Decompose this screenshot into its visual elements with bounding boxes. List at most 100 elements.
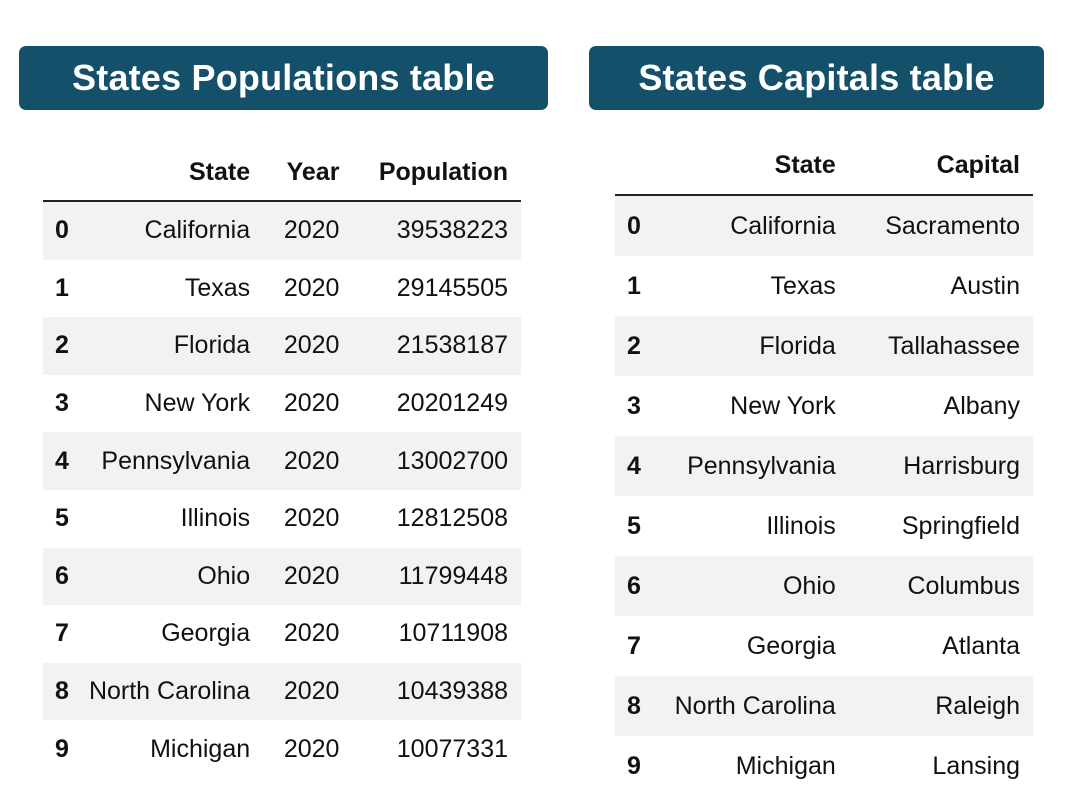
- row-index: 2: [55, 331, 69, 360]
- row-index: 9: [55, 734, 69, 763]
- cell-year: 2020: [283, 734, 340, 763]
- cell-state: Illinois: [766, 511, 836, 540]
- cell-state: Illinois: [180, 504, 251, 533]
- cell-capital: Sacramento: [885, 211, 1020, 240]
- cell-year: 2020: [283, 446, 340, 475]
- table-row: 0 California 2020 39538223: [43, 201, 521, 260]
- cell-population: 13002700: [396, 446, 508, 475]
- cell-year: 2020: [283, 504, 340, 533]
- header-index: [615, 136, 645, 196]
- header-capital: Capital: [861, 136, 1033, 196]
- cell-state: Pennsylvania: [687, 451, 836, 480]
- table-row: 2 Florida 2020 21538187: [43, 317, 521, 375]
- table-row: 0 California Sacramento: [615, 195, 1033, 256]
- cell-capital: Raleigh: [935, 691, 1020, 720]
- row-index: 7: [55, 619, 69, 648]
- row-index: 4: [627, 451, 641, 480]
- table-row: 4 Pennsylvania Harrisburg: [615, 436, 1033, 496]
- header-index: [43, 145, 72, 202]
- row-index: 5: [55, 504, 69, 533]
- cell-year: 2020: [283, 273, 340, 302]
- capitals-table-body: 0 California Sacramento 1 Texas Austin 2 Florid…: [615, 195, 1033, 796]
- row-index: 7: [627, 631, 641, 660]
- cell-state: Texas: [184, 273, 251, 302]
- row-index: 5: [627, 511, 641, 540]
- header-state: State: [645, 136, 862, 196]
- cell-state: North Carolina: [88, 677, 251, 706]
- cell-capital: Tallahassee: [887, 331, 1020, 360]
- cell-state: New York: [730, 391, 836, 420]
- cell-capital: Atlanta: [942, 631, 1020, 660]
- row-index: 8: [627, 691, 641, 720]
- cell-capital: Albany: [943, 391, 1020, 420]
- table-row: 3 New York 2020 20201249: [43, 374, 521, 433]
- table-row: 2 Florida Tallahassee: [615, 316, 1033, 376]
- cell-population: 39538223: [396, 216, 508, 245]
- cell-capital: Lansing: [932, 751, 1020, 780]
- table-row: 6 Ohio Columbus: [615, 556, 1033, 616]
- population-table-title: States Populations table: [19, 46, 548, 110]
- row-index: 0: [627, 211, 641, 240]
- cell-state: Michigan: [735, 751, 836, 780]
- table-row: 6 Ohio 2020 11799448: [43, 547, 521, 606]
- table-row: 5 Illinois 2020 12812508: [43, 489, 521, 548]
- population-table-header: State Year Population: [43, 145, 521, 202]
- cell-population: 20201249: [396, 389, 508, 418]
- population-table-body: 0 California 2020 39538223 1 Texas 2020 2914550…: [43, 201, 521, 778]
- capitals-table-header: State Capital: [615, 136, 1033, 196]
- capitals-table-title: States Capitals table: [589, 46, 1044, 110]
- row-index: 1: [627, 271, 641, 300]
- row-index: 6: [55, 561, 69, 590]
- cell-population: 10711908: [398, 619, 508, 648]
- table-row: 1 Texas 2020 29145505: [43, 259, 521, 318]
- cell-state: New York: [144, 389, 251, 418]
- cell-year: 2020: [283, 216, 340, 245]
- cell-population: 29145505: [396, 273, 508, 302]
- table-row: 8 North Carolina Raleigh: [615, 676, 1033, 736]
- cell-state: Georgia: [161, 619, 251, 648]
- cell-state: Ohio: [782, 571, 836, 600]
- table-row: 4 Pennsylvania 2020 13002700: [43, 432, 521, 490]
- cell-year: 2020: [283, 389, 340, 418]
- cell-state: Texas: [770, 271, 836, 300]
- row-index: 1: [55, 273, 69, 302]
- row-index: 6: [627, 571, 641, 600]
- table-row: 8 North Carolina 2020 10439388: [43, 662, 521, 721]
- cell-population: 10077331: [396, 734, 508, 763]
- table-row: 9 Michigan 2020 10077331: [43, 720, 521, 778]
- table-row: 9 Michigan Lansing: [615, 736, 1033, 796]
- cell-state: Ohio: [197, 561, 251, 590]
- cell-state: California: [144, 216, 251, 245]
- table-row: 7 Georgia Atlanta: [615, 616, 1033, 676]
- cell-state: Michigan: [150, 734, 251, 763]
- cell-population: 11799448: [398, 561, 508, 590]
- cell-population: 10439388: [396, 677, 508, 706]
- row-index: 8: [55, 677, 69, 706]
- cell-state: Pennsylvania: [101, 446, 251, 475]
- cell-year: 2020: [283, 331, 340, 360]
- table-row: 3 New York Albany: [615, 376, 1033, 436]
- row-index: 4: [55, 446, 69, 475]
- cell-year: 2020: [283, 561, 340, 590]
- row-index: 3: [55, 389, 69, 418]
- cell-capital: Springfield: [901, 511, 1020, 540]
- header-population: Population: [365, 145, 521, 202]
- capitals-table: State Capital 0 California Sacramento 1 Texa…: [615, 136, 1033, 796]
- cell-year: 2020: [283, 677, 340, 706]
- cell-year: 2020: [283, 619, 340, 648]
- header-year: Year: [276, 145, 366, 202]
- cell-capital: Austin: [950, 271, 1020, 300]
- population-table: State Year Population 0 California 2020 395…: [43, 145, 521, 778]
- cell-population: 12812508: [396, 504, 508, 533]
- cell-state: Florida: [759, 331, 836, 360]
- row-index: 0: [55, 216, 69, 245]
- table-row: 5 Illinois Springfield: [615, 496, 1033, 556]
- row-index: 9: [627, 751, 641, 780]
- cell-state: Georgia: [746, 631, 836, 660]
- row-index: 2: [627, 331, 641, 360]
- cell-state: North Carolina: [674, 691, 836, 720]
- cell-capital: Columbus: [907, 571, 1020, 600]
- cell-population: 21538187: [396, 331, 508, 360]
- row-index: 3: [627, 391, 641, 420]
- table-row: 7 Georgia 2020 10711908: [43, 605, 521, 663]
